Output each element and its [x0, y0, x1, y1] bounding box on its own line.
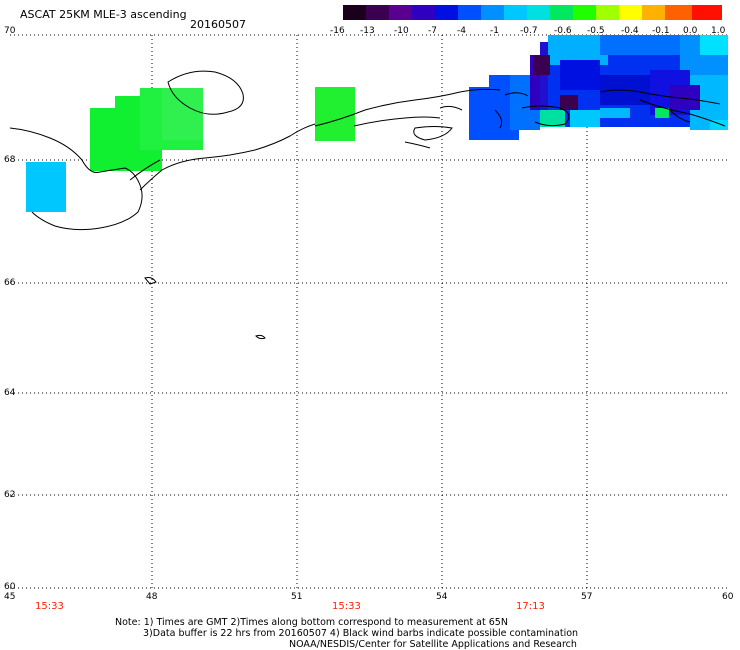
lat-label: 66 — [4, 278, 16, 288]
note-line-1: Note: 1) Times are GMT 2)Times along bot… — [115, 617, 508, 628]
colorbar — [343, 5, 722, 20]
note-line-3: NOAA/NESDIS/Center for Satellite Applica… — [289, 639, 577, 650]
lon-label: 60 — [722, 592, 734, 602]
lon-label: 45 — [4, 592, 16, 602]
lon-label: 57 — [581, 592, 593, 602]
lon-label: 51 — [291, 592, 303, 602]
lat-label: 60 — [4, 582, 16, 592]
colorbar-tick: -0.4 — [621, 26, 639, 36]
product-title: ASCAT 25KM MLE-3 ascending — [20, 8, 187, 21]
colorbar-tick: 1.0 — [711, 26, 726, 36]
colorbar-tick: -0.1 — [652, 26, 670, 36]
colorbar-tick: -7 — [428, 26, 437, 36]
product-date: 20160507 — [190, 18, 246, 31]
lat-label: 62 — [4, 490, 16, 500]
colorbar-tick: -16 — [330, 26, 345, 36]
pass-time: 15:33 — [35, 601, 64, 612]
colorbar-tick: -10 — [394, 26, 409, 36]
colorbar-tick: -0.5 — [587, 26, 605, 36]
wind-data — [26, 35, 728, 212]
colorbar-tick: -4 — [457, 26, 466, 36]
colorbar-tick: 0.0 — [683, 26, 698, 36]
lat-label: 70 — [4, 26, 16, 36]
lat-label: 64 — [4, 388, 16, 398]
colorbar-tick: -1 — [490, 26, 499, 36]
coastline — [9, 70, 726, 340]
lat-label: 68 — [4, 155, 16, 165]
colorbar-tick: -0.7 — [520, 26, 538, 36]
colorbar-tick: -0.6 — [554, 26, 572, 36]
pass-time: 17:13 — [516, 601, 545, 612]
pass-time: 15:33 — [332, 601, 361, 612]
colorbar-tick: -13 — [360, 26, 375, 36]
lon-label: 48 — [146, 592, 158, 602]
note-line-2: 3)Data buffer is 22 hrs from 20160507 4)… — [143, 628, 579, 639]
lon-label: 54 — [436, 592, 448, 602]
